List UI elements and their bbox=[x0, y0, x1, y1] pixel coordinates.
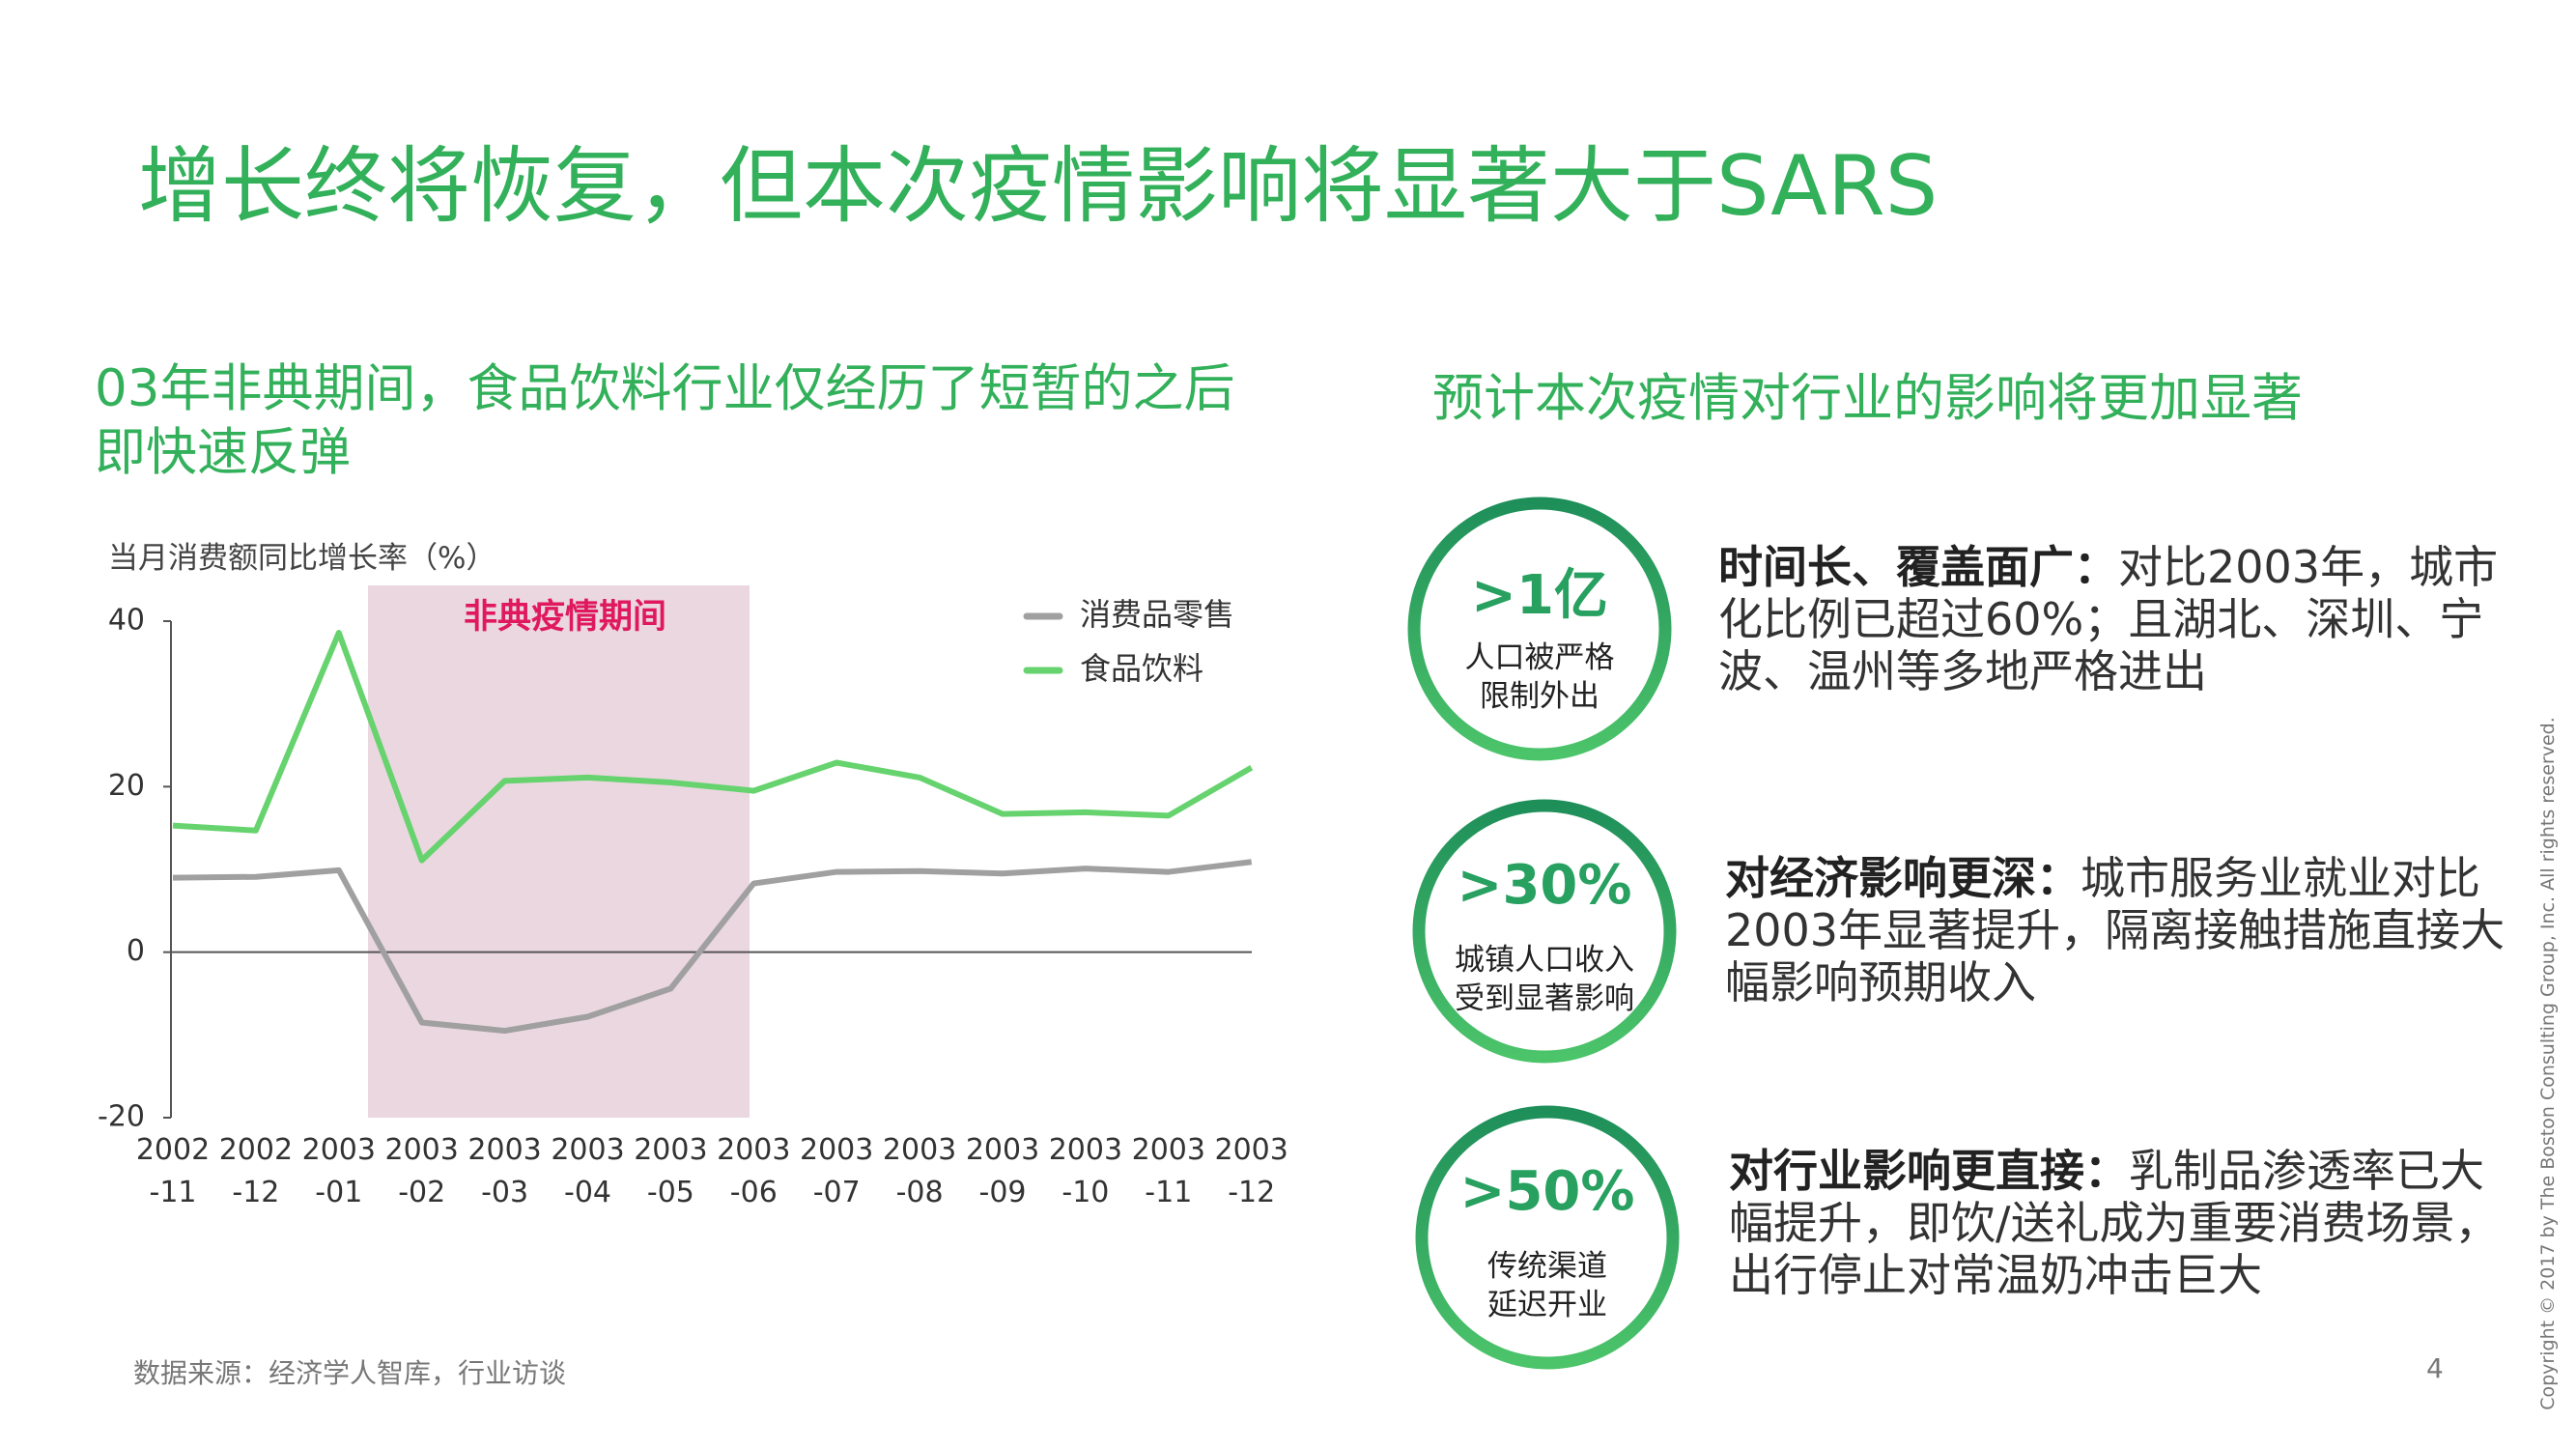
x-tick-label: 2003 -01 bbox=[301, 1133, 376, 1209]
y-axis-label: 当月消费额同比增长率（%） bbox=[108, 541, 496, 576]
x-tick-label: 2003 -08 bbox=[882, 1133, 957, 1209]
ring bbox=[1415, 1105, 1680, 1370]
right-heading: 预计本次疫情对行业的影响将更加显著 bbox=[1432, 369, 2303, 428]
x-tick-label: 2003 -07 bbox=[800, 1133, 874, 1209]
x-tick-label: 2003 -03 bbox=[467, 1133, 542, 1209]
item-text: 对行业影响更直接：乳制品渗透率已大幅提升，即饮/送礼成为重要消费场景，出行停止对… bbox=[1729, 1145, 2521, 1301]
legend-label: 消费品零售 bbox=[1080, 596, 1234, 633]
ring-caption: 人口被严格 限制外出 bbox=[1464, 640, 1615, 714]
x-tick-label: 2003 -04 bbox=[551, 1133, 625, 1209]
source: 数据来源：经济学人智库，行业访谈 bbox=[133, 1357, 567, 1389]
x-tick-label: 2003 -02 bbox=[384, 1133, 459, 1209]
x-tick-label: 2003 -10 bbox=[1048, 1133, 1123, 1209]
highlight-label: 非典疫情期间 bbox=[464, 598, 666, 637]
y-tick-label: 20 bbox=[108, 769, 145, 803]
ring bbox=[1412, 799, 1677, 1064]
ring-value: >30% bbox=[1457, 854, 1632, 917]
ring-caption: 城镇人口收入 受到显著影响 bbox=[1455, 943, 1634, 1016]
x-tick-label: 2003 -05 bbox=[634, 1133, 708, 1209]
x-tick-label: 2003 -11 bbox=[1131, 1133, 1205, 1209]
item-text: 时间长、覆盖面广：对比2003年，城市化比例已超过60%；且湖北、深圳、宁波、温… bbox=[1718, 541, 2510, 697]
y-tick-label: 0 bbox=[127, 934, 145, 968]
highlight-band bbox=[368, 585, 750, 1118]
legend-label: 食品饮料 bbox=[1080, 650, 1203, 687]
left-heading: 03年非典期间，食品饮料行业仅经历了短暂的之后即快速反弹 bbox=[95, 359, 1235, 482]
item-lead: 时间长、覆盖面广： bbox=[1718, 541, 2118, 593]
x-tick-label: 2002 -12 bbox=[218, 1133, 294, 1209]
item-body: 对比2003年，城市化比例已超过60%；且湖北、深圳、宁波、温州等多地严格进出 bbox=[1718, 541, 2499, 697]
title: 增长终将恢复，但本次疫情影响将显著大于SARS bbox=[138, 138, 1939, 235]
item-lead: 对行业影响更直接： bbox=[1729, 1145, 2129, 1197]
series-line bbox=[172, 859, 1253, 1035]
ring bbox=[1407, 497, 1672, 761]
x-tick-label: 2003 -09 bbox=[965, 1133, 1040, 1209]
ring-value: >1亿 bbox=[1471, 564, 1608, 627]
x-tick-label: 2003 -12 bbox=[1214, 1133, 1288, 1209]
item-body: 城市服务业就业对比2003年显著提升，隔离接触措施直接大幅影响预期收入 bbox=[1725, 852, 2505, 1009]
ring-value: >50% bbox=[1459, 1160, 1635, 1223]
y-tick-label: -20 bbox=[98, 1100, 145, 1134]
item-body: 乳制品渗透率已大幅提升，即饮/送礼成为重要消费场景，出行停止对常温奶冲击巨大 bbox=[1729, 1145, 2500, 1301]
item-lead: 对经济影响更深： bbox=[1725, 852, 2081, 904]
x-tick-label: 2002 -11 bbox=[135, 1133, 211, 1209]
page-number: 4 bbox=[2426, 1352, 2444, 1384]
ring-caption: 传统渠道 延迟开业 bbox=[1487, 1249, 1607, 1322]
item-text: 对经济影响更深：城市服务业就业对比2003年显著提升，隔离接触措施直接大幅影响预… bbox=[1725, 852, 2517, 1009]
y-tick-label: 40 bbox=[108, 604, 145, 638]
x-tick-label: 2003 -06 bbox=[717, 1133, 791, 1209]
series-line bbox=[172, 629, 1254, 864]
